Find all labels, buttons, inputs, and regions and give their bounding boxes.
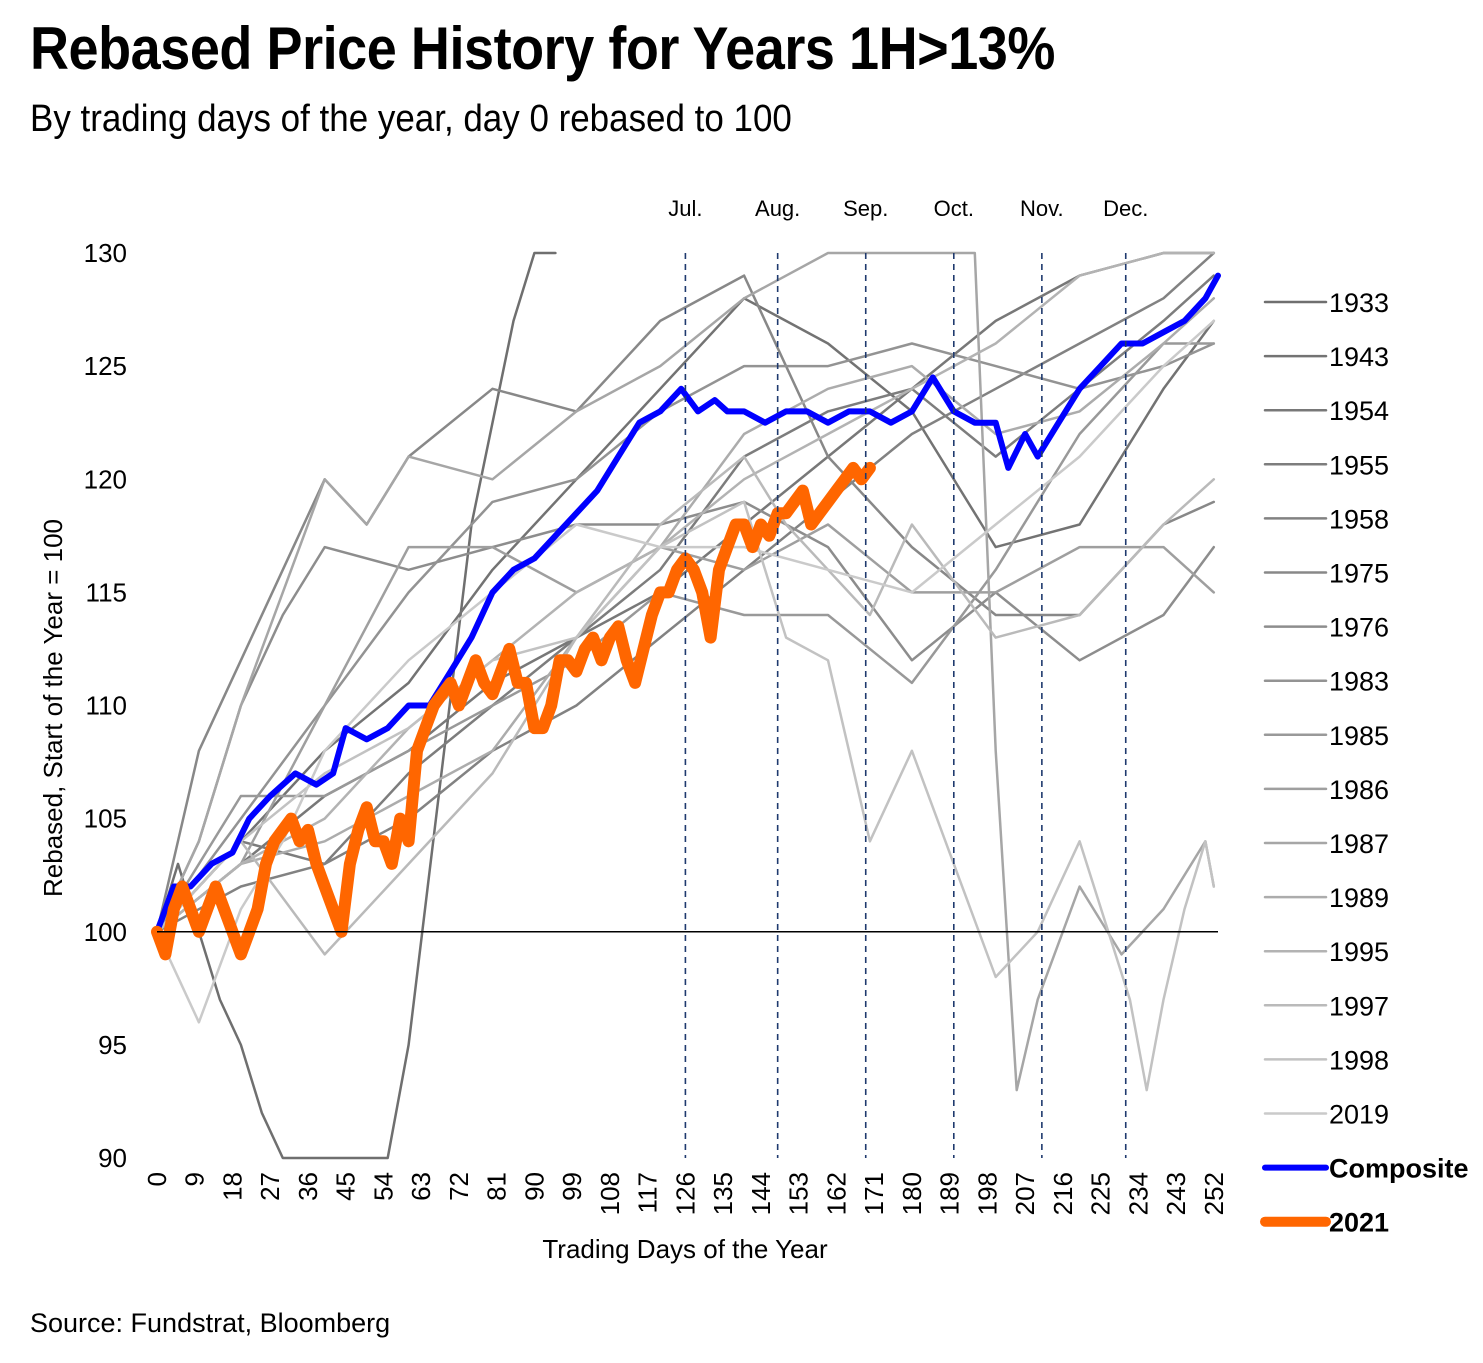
- legend-label-1975: 1975: [1329, 559, 1389, 589]
- x-tick-label: 117: [633, 1172, 663, 1213]
- series-line-1986: [155, 523, 1216, 934]
- legend-label-1998: 1998: [1329, 1045, 1389, 1075]
- x-tick-label: 63: [406, 1172, 436, 1201]
- legend-label-1986: 1986: [1329, 775, 1389, 805]
- month-label-sep: Sep.: [843, 196, 888, 221]
- x-tick-label: 252: [1199, 1172, 1229, 1215]
- x-tick-label: 144: [746, 1172, 776, 1215]
- month-label-dec: Dec.: [1103, 196, 1148, 221]
- x-tick-label: 189: [935, 1172, 965, 1215]
- series-line-1995: [155, 251, 1216, 934]
- month-label-aug: Aug.: [755, 196, 800, 221]
- chart-title: Rebased Price History for Years 1H>13%: [30, 15, 1055, 82]
- x-tick-label: 27: [255, 1172, 285, 1201]
- legend-label-2019: 2019: [1329, 1100, 1389, 1130]
- legend-label-1955: 1955: [1329, 450, 1389, 480]
- series-line-1943: [155, 297, 1216, 934]
- series-line-composite: [154, 272, 1221, 935]
- legend-label-1989: 1989: [1329, 883, 1389, 913]
- x-tick-label: 45: [331, 1172, 361, 1201]
- legend-label-1958: 1958: [1329, 504, 1389, 534]
- x-tick-label: 225: [1086, 1172, 1116, 1215]
- x-tick-label: 9: [180, 1172, 210, 1186]
- month-markers: Jul. Aug. Sep. Oct. Nov. Dec.: [668, 196, 1148, 1158]
- series-line-1997: [155, 455, 1216, 956]
- x-tick-label: 72: [444, 1172, 474, 1201]
- series-line-1983: [155, 342, 1216, 934]
- y-tick-label: 130: [84, 238, 127, 268]
- legend-label-1985: 1985: [1329, 721, 1389, 751]
- x-tick-label: 108: [595, 1172, 625, 1215]
- x-tick-label: 171: [859, 1172, 889, 1215]
- legend-label-1976: 1976: [1329, 613, 1389, 643]
- y-tick-label: 100: [84, 917, 127, 947]
- y-tick-label: 90: [98, 1143, 127, 1173]
- legend-label-1997: 1997: [1329, 991, 1389, 1021]
- x-tick-label: 90: [519, 1172, 549, 1201]
- x-axis-ticks: 0 9 18 27 36 45 54 63 72 81 90 99 108 117 126 135 144 153…: [142, 1172, 1229, 1215]
- x-tick-label: 135: [708, 1172, 738, 1215]
- x-tick-label: 162: [821, 1172, 851, 1215]
- series-line-1987: [155, 251, 1216, 1092]
- x-tick-label: 234: [1123, 1172, 1153, 1215]
- month-label-nov: Nov.: [1020, 196, 1064, 221]
- y-axis-label: Rebased, Start of the Year = 100: [38, 519, 68, 897]
- x-tick-label: 216: [1048, 1172, 1078, 1215]
- series-layer: [151, 251, 1221, 1160]
- month-label-jul: Jul.: [668, 196, 702, 221]
- series-line-2021: [151, 461, 876, 961]
- x-tick-label: 198: [972, 1172, 1002, 1215]
- x-tick-label: 54: [369, 1172, 399, 1201]
- x-tick-label: 126: [670, 1172, 700, 1215]
- x-axis-label: Trading Days of the Year: [542, 1234, 828, 1264]
- x-tick-label: 0: [142, 1172, 172, 1186]
- x-tick-label: 36: [293, 1172, 323, 1201]
- y-axis-ticks: 130 125 120 115 110 105 100 95 90: [84, 238, 127, 1173]
- y-tick-label: 95: [98, 1030, 127, 1060]
- legend-label-1995: 1995: [1329, 937, 1389, 967]
- x-tick-label: 81: [482, 1172, 512, 1201]
- y-tick-label: 125: [84, 351, 127, 381]
- legend-label-1954: 1954: [1329, 396, 1389, 426]
- y-tick-label: 120: [84, 464, 127, 494]
- legend-label-2021: 2021: [1329, 1208, 1389, 1238]
- y-tick-label: 105: [84, 804, 127, 834]
- legend-label-1987: 1987: [1329, 829, 1389, 859]
- legend: 1933 1943 1954 1955 1958 1975 1976 1983 1985 1986…: [1260, 288, 1469, 1238]
- series-line-1933: [155, 251, 557, 1160]
- x-tick-label: 207: [1010, 1172, 1040, 1215]
- x-tick-label: 153: [784, 1172, 814, 1215]
- x-tick-label: 18: [218, 1172, 248, 1201]
- legend-label-1933: 1933: [1329, 288, 1389, 318]
- legend-label-1983: 1983: [1329, 667, 1389, 697]
- line-chart: Jul. Aug. Sep. Oct. Nov. Dec. 130 125 120 115 110…: [38, 196, 1469, 1264]
- x-tick-label: 243: [1161, 1172, 1191, 1215]
- legend-label-1943: 1943: [1329, 342, 1389, 372]
- y-tick-label: 110: [86, 691, 127, 721]
- legend-label-composite: Composite: [1329, 1154, 1469, 1184]
- source-note: Source: Fundstrat, Bloomberg: [30, 1308, 391, 1338]
- month-label-oct: Oct.: [934, 196, 974, 221]
- x-tick-label: 180: [897, 1172, 927, 1215]
- chart-subtitle: By trading days of the year, day 0 rebas…: [30, 98, 792, 140]
- x-tick-label: 99: [557, 1172, 587, 1201]
- y-tick-label: 115: [86, 577, 127, 607]
